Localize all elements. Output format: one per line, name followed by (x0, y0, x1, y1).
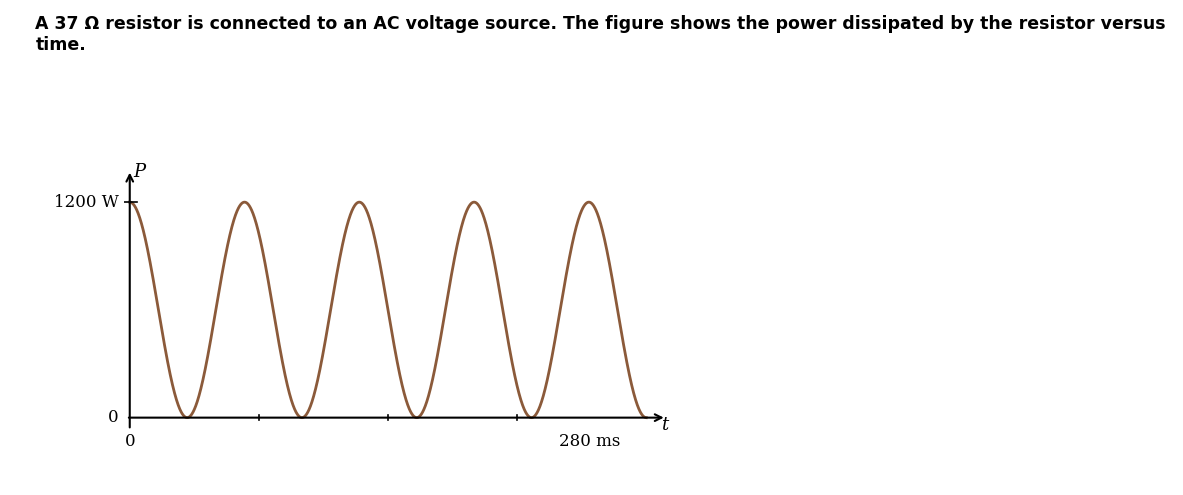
Text: 280 ms: 280 ms (558, 433, 620, 450)
Text: 0: 0 (124, 433, 135, 450)
Text: A 37 Ω resistor is connected to an AC voltage source. The figure shows the power: A 37 Ω resistor is connected to an AC vo… (35, 15, 1166, 53)
Text: 0: 0 (108, 409, 118, 426)
Text: 1200 W: 1200 W (53, 194, 118, 211)
Text: P: P (134, 163, 146, 181)
Text: t: t (661, 416, 668, 434)
